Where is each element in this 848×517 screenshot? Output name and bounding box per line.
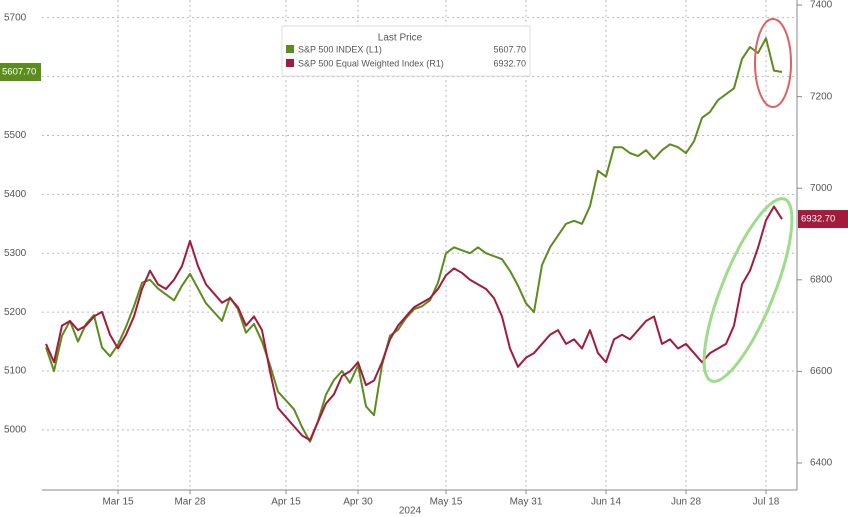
y2-tick-label: 7200 bbox=[810, 91, 833, 102]
legend-value: 5607.70 bbox=[493, 44, 526, 54]
last-price-label: 6932.70 bbox=[801, 214, 835, 225]
highlight-ellipse bbox=[702, 197, 794, 383]
x-tick-label: Mar 28 bbox=[174, 497, 206, 508]
plot-area: 5000510052005300540055005600570064006600… bbox=[4, 0, 833, 508]
x-tick-label: Apr 30 bbox=[343, 497, 373, 508]
y2-tick-label: 6600 bbox=[810, 366, 833, 377]
y-tick-label: 5700 bbox=[4, 12, 27, 23]
y2-tick-label: 7400 bbox=[810, 0, 833, 11]
legend-swatch bbox=[286, 45, 294, 53]
y2-tick-label: 6400 bbox=[810, 458, 833, 469]
legend-title: Last Price bbox=[378, 33, 423, 44]
x-tick-label: Jul 18 bbox=[753, 497, 780, 508]
legend-label: S&P 500 INDEX (L1) bbox=[298, 44, 382, 54]
series-line bbox=[45, 37, 783, 443]
y-tick-label: 5200 bbox=[4, 307, 27, 318]
y-tick-label: 5000 bbox=[4, 425, 27, 436]
y-tick-label: 5400 bbox=[4, 189, 27, 200]
legend-value: 6932.70 bbox=[493, 58, 526, 68]
last-price-tag bbox=[798, 210, 848, 229]
y-tick-label: 5500 bbox=[4, 130, 27, 141]
x-tick-label: Jun 28 bbox=[671, 497, 701, 508]
last-price-tag bbox=[0, 63, 41, 82]
last-price-label: 5607.70 bbox=[2, 67, 36, 78]
x-tick-label: May 31 bbox=[510, 497, 543, 508]
y2-tick-label: 6800 bbox=[810, 274, 833, 285]
x-tick-label: May 15 bbox=[430, 497, 463, 508]
y2-tick-label: 7000 bbox=[810, 183, 833, 194]
x-tick-label: Mar 15 bbox=[102, 497, 134, 508]
legend: Last Price S&P 500 INDEX (L1) 5607.70 S&… bbox=[281, 25, 531, 77]
x-tick-label: Apr 15 bbox=[271, 497, 301, 508]
highlight-ellipse bbox=[754, 18, 792, 108]
legend-box bbox=[281, 25, 531, 77]
x-tick-label: Jun 14 bbox=[591, 497, 621, 508]
y-tick-label: 5100 bbox=[4, 366, 27, 377]
legend-label: S&P 500 Equal Weighted Index (R1) bbox=[298, 58, 444, 68]
x-axis-label: 2024 bbox=[399, 506, 422, 517]
y-tick-label: 5300 bbox=[4, 248, 27, 259]
legend-swatch bbox=[286, 59, 294, 67]
series-line bbox=[45, 205, 783, 442]
